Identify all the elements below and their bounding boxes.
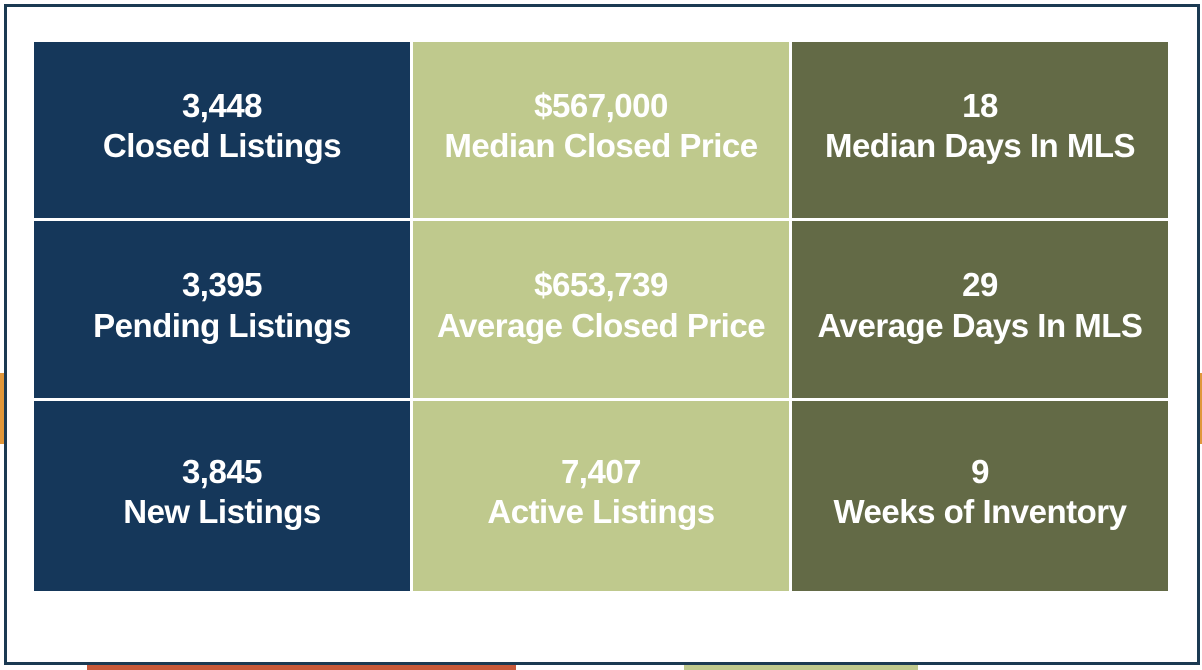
stats-card-frame: 3,448 Closed Listings $567,000 Median Cl… <box>4 4 1200 665</box>
stat-label: New Listings <box>123 493 321 530</box>
stat-tile-median-closed-price: $567,000 Median Closed Price <box>413 42 789 218</box>
stat-value: 7,407 <box>560 452 642 490</box>
stat-tile-median-days-in-mls: 18 Median Days In MLS <box>792 42 1168 218</box>
stat-label: Median Closed Price <box>444 127 758 164</box>
stat-tile-pending-listings: 3,395 Pending Listings <box>34 221 410 398</box>
bottom-accent-bar-rust <box>87 661 516 670</box>
stat-value: $567,000 <box>534 86 668 124</box>
stat-label: Average Closed Price <box>436 306 766 344</box>
stat-label: Pending Listings <box>93 306 351 344</box>
stat-value: 3,448 <box>181 86 263 124</box>
stat-tile-active-listings: 7,407 Active Listings <box>413 401 789 591</box>
stat-tile-average-closed-price: $653,739 Average Closed Price <box>413 221 789 398</box>
stat-label: Weeks of Inventory <box>833 493 1127 530</box>
stat-value: $653,739 <box>534 266 668 304</box>
bottom-accent-bar-green <box>684 661 918 670</box>
stat-label: Closed Listings <box>102 127 342 164</box>
stat-value: 9 <box>971 452 989 490</box>
stat-value: 3,845 <box>181 452 263 490</box>
stat-label: Average Days In MLS <box>817 306 1143 344</box>
stat-tile-new-listings: 3,845 New Listings <box>34 401 410 591</box>
stat-label: Median Days In MLS <box>824 127 1136 164</box>
stat-tile-closed-listings: 3,448 Closed Listings <box>34 42 410 218</box>
stat-value: 18 <box>962 86 998 124</box>
stat-tile-weeks-of-inventory: 9 Weeks of Inventory <box>792 401 1168 591</box>
stat-value: 3,395 <box>181 266 263 304</box>
stats-grid: 3,448 Closed Listings $567,000 Median Cl… <box>34 42 1168 591</box>
stat-tile-average-days-in-mls: 29 Average Days In MLS <box>792 221 1168 398</box>
stat-value: 29 <box>962 266 998 304</box>
stat-label: Active Listings <box>487 493 715 530</box>
